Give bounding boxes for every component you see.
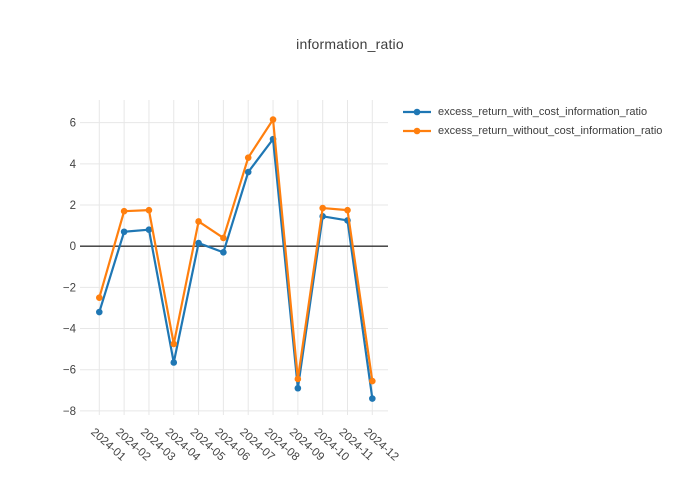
series-line-0[interactable] [98,138,374,399]
series-line-1[interactable] [98,118,374,382]
y-tick-label: 0 [70,241,76,253]
series-point-1[interactable] [369,377,376,385]
series-point-1[interactable] [195,218,202,225]
series-point-1[interactable] [319,204,326,212]
series-point-1[interactable] [96,294,103,301]
series-point-0[interactable] [145,226,153,234]
series-point-0[interactable] [195,239,202,247]
series-point-0[interactable] [220,249,227,256]
series-point-1[interactable] [244,154,252,161]
series-point-0[interactable] [170,359,178,366]
legend-line-marker-icon [403,127,431,135]
y-tick-label: −2 [63,282,76,294]
series-point-1[interactable] [220,234,227,242]
chart-title: information_ratio [296,36,404,52]
legend-item-label: excess_return_without_cost_information_r… [438,125,663,137]
series-point-0[interactable] [96,308,103,316]
series-point-0[interactable] [244,168,252,176]
series-point-1[interactable] [269,116,277,123]
series-point-1[interactable] [120,207,128,215]
y-tick-label: −6 [63,365,76,377]
legend-line-marker-icon [403,108,431,116]
y-tick-label: 2 [70,200,76,212]
series-point-1[interactable] [344,206,351,214]
series-point-1[interactable] [294,375,302,383]
series-point-1[interactable] [145,206,153,214]
y-tick-label: 6 [70,118,76,130]
series-point-1[interactable] [170,340,178,348]
legend-item-0[interactable]: excess_return_with_cost_information_rati… [402,104,662,120]
legend-item-label: excess_return_with_cost_information_rati… [438,106,648,118]
legend-item-1[interactable]: excess_return_without_cost_information_r… [402,123,662,139]
series-point-0[interactable] [369,395,376,402]
y-tick-label: −8 [63,406,76,418]
y-tick-label: 4 [70,159,77,171]
y-tick-label: −4 [63,324,77,336]
series-point-0[interactable] [120,228,128,236]
legend: excess_return_with_cost_information_rati… [402,104,662,139]
series-point-0[interactable] [294,384,302,392]
